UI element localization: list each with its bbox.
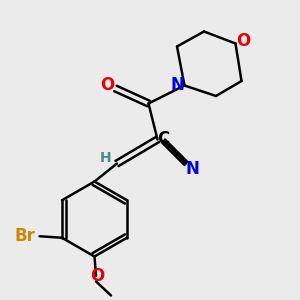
- Text: Br: Br: [15, 227, 36, 245]
- Text: O: O: [236, 32, 250, 50]
- Text: N: N: [186, 160, 200, 178]
- Text: O: O: [100, 76, 114, 94]
- Text: H: H: [100, 151, 111, 165]
- Text: C: C: [157, 130, 169, 148]
- Text: N: N: [171, 76, 185, 94]
- Text: O: O: [90, 267, 105, 285]
